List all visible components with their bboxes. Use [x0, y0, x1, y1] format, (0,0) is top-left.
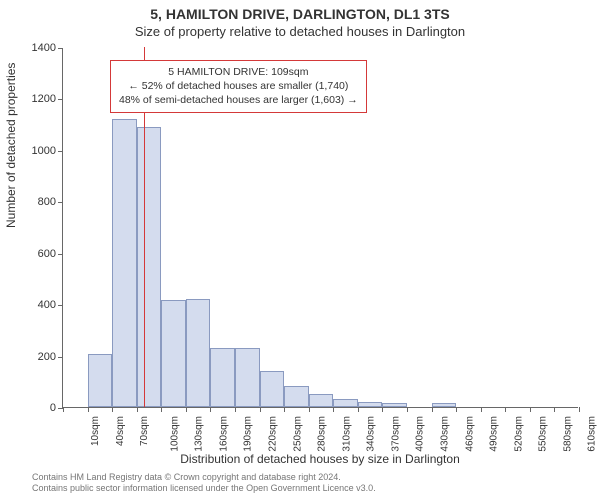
x-tick-mark [456, 407, 457, 412]
x-tick-mark [333, 407, 334, 412]
x-tick-label: 370sqm [390, 416, 401, 452]
x-tick-mark [530, 407, 531, 412]
y-tick-label: 0 [50, 402, 56, 414]
x-tick-mark [63, 407, 64, 412]
x-tick-label: 550sqm [538, 416, 549, 452]
y-tick-label: 200 [38, 351, 56, 363]
x-tick-label: 310sqm [341, 416, 352, 452]
histogram-bar [88, 354, 113, 407]
footer-line: Contains public sector information licen… [32, 483, 376, 494]
y-tick-mark [58, 48, 63, 49]
annotation-line: 5 HAMILTON DRIVE: 109sqm [119, 65, 358, 79]
page-root: 5, HAMILTON DRIVE, DARLINGTON, DL1 3TS S… [0, 0, 600, 500]
histogram-bar [432, 403, 457, 407]
y-tick-mark [58, 151, 63, 152]
x-tick-mark [260, 407, 261, 412]
histogram-bar [309, 394, 334, 407]
y-tick-mark [58, 254, 63, 255]
annotation-box: 5 HAMILTON DRIVE: 109sqm ← 52% of detach… [110, 60, 367, 113]
x-tick-label: 610sqm [587, 416, 598, 452]
x-tick-label: 340sqm [366, 416, 377, 452]
x-tick-mark [284, 407, 285, 412]
x-tick-label: 70sqm [139, 416, 150, 446]
x-tick-mark [382, 407, 383, 412]
y-tick-label: 1400 [32, 42, 56, 54]
x-tick-label: 10sqm [90, 416, 101, 446]
x-tick-mark [481, 407, 482, 412]
x-tick-label: 520sqm [513, 416, 524, 452]
histogram-bar [358, 402, 383, 407]
x-tick-mark [235, 407, 236, 412]
x-tick-label: 580sqm [562, 416, 573, 452]
histogram-bar [112, 119, 137, 407]
x-tick-label: 490sqm [489, 416, 500, 452]
x-tick-mark [432, 407, 433, 412]
y-tick-label: 1200 [32, 93, 56, 105]
chart-title: 5, HAMILTON DRIVE, DARLINGTON, DL1 3TS [0, 6, 600, 22]
x-tick-mark [210, 407, 211, 412]
histogram-bar [186, 299, 211, 407]
histogram-bar [284, 386, 309, 407]
x-tick-mark [137, 407, 138, 412]
y-tick-label: 800 [38, 196, 56, 208]
x-tick-mark [88, 407, 89, 412]
histogram-bar [260, 371, 285, 407]
x-tick-label: 190sqm [243, 416, 254, 452]
annotation-line: ← 52% of detached houses are smaller (1,… [119, 79, 358, 93]
y-tick-label: 1000 [32, 145, 56, 157]
x-tick-label: 250sqm [292, 416, 303, 452]
histogram-bar [382, 403, 407, 407]
annotation-line: 48% of semi-detached houses are larger (… [119, 93, 358, 107]
x-tick-mark [407, 407, 408, 412]
x-tick-mark [579, 407, 580, 412]
x-tick-label: 460sqm [464, 416, 475, 452]
x-tick-label: 160sqm [218, 416, 229, 452]
histogram-bar [210, 348, 235, 407]
x-tick-mark [505, 407, 506, 412]
y-tick-mark [58, 202, 63, 203]
x-tick-mark [309, 407, 310, 412]
chart-subtitle: Size of property relative to detached ho… [0, 24, 600, 39]
x-tick-label: 40sqm [115, 416, 126, 446]
x-tick-label: 280sqm [317, 416, 328, 452]
histogram-bar [161, 300, 186, 407]
y-tick-label: 400 [38, 299, 56, 311]
x-tick-mark [112, 407, 113, 412]
histogram-bar [137, 127, 162, 407]
x-tick-label: 430sqm [440, 416, 451, 452]
y-axis-label: Number of detached properties [4, 63, 18, 228]
y-tick-mark [58, 305, 63, 306]
y-tick-label: 600 [38, 248, 56, 260]
y-tick-mark [58, 357, 63, 358]
x-tick-mark [358, 407, 359, 412]
footer-line: Contains HM Land Registry data © Crown c… [32, 472, 376, 483]
footer: Contains HM Land Registry data © Crown c… [32, 472, 376, 495]
y-tick-mark [58, 99, 63, 100]
x-tick-mark [554, 407, 555, 412]
histogram-bar [235, 348, 260, 407]
histogram-bar [333, 399, 358, 407]
x-axis-label: Distribution of detached houses by size … [62, 452, 578, 466]
x-tick-label: 100sqm [169, 416, 180, 452]
x-tick-label: 400sqm [415, 416, 426, 452]
x-tick-label: 220sqm [268, 416, 279, 452]
x-tick-mark [161, 407, 162, 412]
x-tick-mark [186, 407, 187, 412]
x-tick-label: 130sqm [194, 416, 205, 452]
